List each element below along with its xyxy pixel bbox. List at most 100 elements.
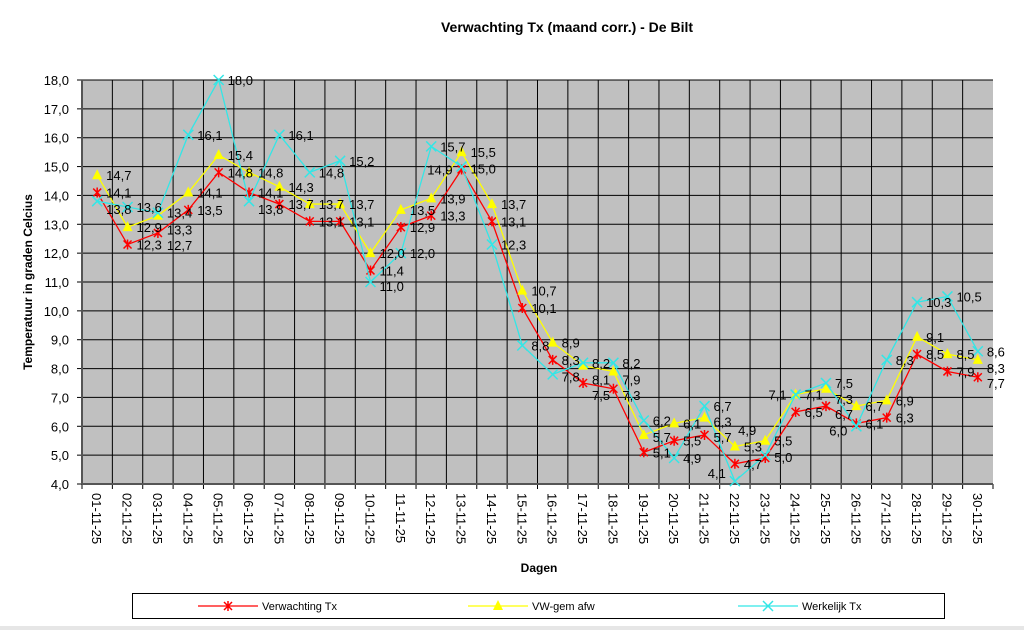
data-label: 14,1 xyxy=(106,186,131,201)
data-point xyxy=(942,366,952,377)
x-tick-label: 26-11-25 xyxy=(848,493,863,544)
data-labels: 14,1 12,3 12,7 13,5 14,8 14,1 13,7 13,1 13,1 11,4… xyxy=(106,73,1005,481)
data-point xyxy=(578,378,588,388)
data-label: 6,0 xyxy=(829,423,847,438)
data-label: 15,0 xyxy=(471,162,496,177)
data-label: 7,5 xyxy=(835,376,853,391)
y-tick-label: 6,0 xyxy=(51,419,69,434)
data-point xyxy=(972,345,984,357)
data-point xyxy=(486,198,497,209)
x-tick-label: 14-11-25 xyxy=(484,493,499,544)
data-label: 14,3 xyxy=(288,180,313,195)
data-point xyxy=(183,204,193,215)
data-label: 11,4 xyxy=(379,263,403,278)
data-label: 12,0 xyxy=(379,246,404,261)
x-tick-label: 23-11-25 xyxy=(757,493,772,544)
x-tick-label: 16-11-25 xyxy=(545,493,560,544)
data-point xyxy=(243,195,255,207)
y-tick-label: 10,0 xyxy=(44,304,69,319)
data-point xyxy=(426,192,437,203)
data-label: 12,3 xyxy=(501,237,526,252)
data-point xyxy=(274,199,284,210)
x-tick-label: 10-11-25 xyxy=(362,493,377,544)
data-point xyxy=(364,276,377,288)
data-point xyxy=(850,420,862,432)
y-tick-label: 12,0 xyxy=(44,246,69,261)
data-point xyxy=(152,209,163,220)
data-label: 14,8 xyxy=(228,165,253,180)
data-point xyxy=(942,348,953,359)
x-tick-label: 25-11-25 xyxy=(818,493,833,544)
data-point xyxy=(395,203,406,214)
data-point xyxy=(214,167,224,178)
data-label: 13,7 xyxy=(288,197,313,212)
data-point xyxy=(607,357,619,369)
data-label: 13,5 xyxy=(410,203,435,218)
data-point xyxy=(487,216,497,227)
data-point xyxy=(699,411,710,422)
x-tick-label: 15-11-25 xyxy=(514,493,529,544)
data-point xyxy=(760,434,771,445)
data-point xyxy=(92,169,103,180)
x-tick-label: 22-11-25 xyxy=(727,493,742,544)
data-point xyxy=(305,216,315,227)
data-label: 13,9 xyxy=(440,191,465,206)
data-label: 8,8 xyxy=(531,338,549,353)
data-point xyxy=(669,417,680,428)
data-label: 12,7 xyxy=(167,238,192,253)
x-tick-label: 27-11-25 xyxy=(879,493,894,544)
data-label: 15,2 xyxy=(349,154,374,169)
data-label: 5,3 xyxy=(744,439,762,454)
data-label: 13,3 xyxy=(440,209,465,224)
data-label: 6,5 xyxy=(805,405,823,420)
data-label: 6,7 xyxy=(714,399,732,414)
data-point xyxy=(668,452,680,464)
x-tick-label: 11-11-25 xyxy=(393,493,408,543)
data-label: 13,5 xyxy=(197,203,222,218)
data-point xyxy=(699,429,710,440)
data-label: 7,9 xyxy=(956,364,974,379)
x-tick-label: 08-11-25 xyxy=(302,493,317,544)
data-label: 16,1 xyxy=(197,128,222,143)
data-label: 7,7 xyxy=(987,376,1005,391)
legend-label: Verwachting Tx xyxy=(262,601,338,613)
x-tick-label: 07-11-25 xyxy=(271,493,286,544)
x-tick-label: 05-11-25 xyxy=(211,493,226,544)
data-label: 5,5 xyxy=(683,434,701,449)
data-point xyxy=(882,412,892,423)
data-label: 5,1 xyxy=(653,445,671,460)
bottom-band xyxy=(0,626,1024,630)
series-line xyxy=(97,78,979,483)
data-point xyxy=(304,198,315,209)
y-tick-label: 11,0 xyxy=(45,275,69,290)
data-label: 8,2 xyxy=(592,356,610,371)
y-axis-label: Temperatuur in graden Celcius xyxy=(21,194,35,370)
data-label: 4,9 xyxy=(683,451,701,466)
data-label: 6,3 xyxy=(896,411,914,426)
series-line xyxy=(96,168,978,465)
data-point xyxy=(548,354,558,365)
gridlines xyxy=(82,79,993,485)
data-label: 18,0 xyxy=(228,73,253,88)
x-tick-label: 12-11-25 xyxy=(423,493,438,544)
data-label: 7,8 xyxy=(562,369,580,384)
data-label: 6,1 xyxy=(683,416,701,431)
x-tick-label: 28-11-25 xyxy=(909,493,924,544)
x-tick-label: 09-11-25 xyxy=(332,493,347,544)
data-label: 13,1 xyxy=(319,214,344,229)
data-label: 6,7 xyxy=(835,407,853,422)
y-tick-label: 18,0 xyxy=(44,73,69,88)
x-tick-label: 06-11-25 xyxy=(241,493,256,544)
data-label: 8,5 xyxy=(926,347,944,362)
x-tick-label: 24-11-25 xyxy=(788,493,803,544)
data-point xyxy=(213,74,225,86)
chart-title: Verwachting Tx (maand corr.) - De Bilt xyxy=(441,19,693,35)
y-tick-label: 13,0 xyxy=(44,217,69,232)
data-label: 13,1 xyxy=(501,214,526,229)
data-point xyxy=(820,377,832,389)
y-tick-label: 7,0 xyxy=(51,390,69,405)
data-point xyxy=(517,284,528,295)
data-label: 10,1 xyxy=(531,301,556,316)
data-label: 12,9 xyxy=(137,220,162,235)
